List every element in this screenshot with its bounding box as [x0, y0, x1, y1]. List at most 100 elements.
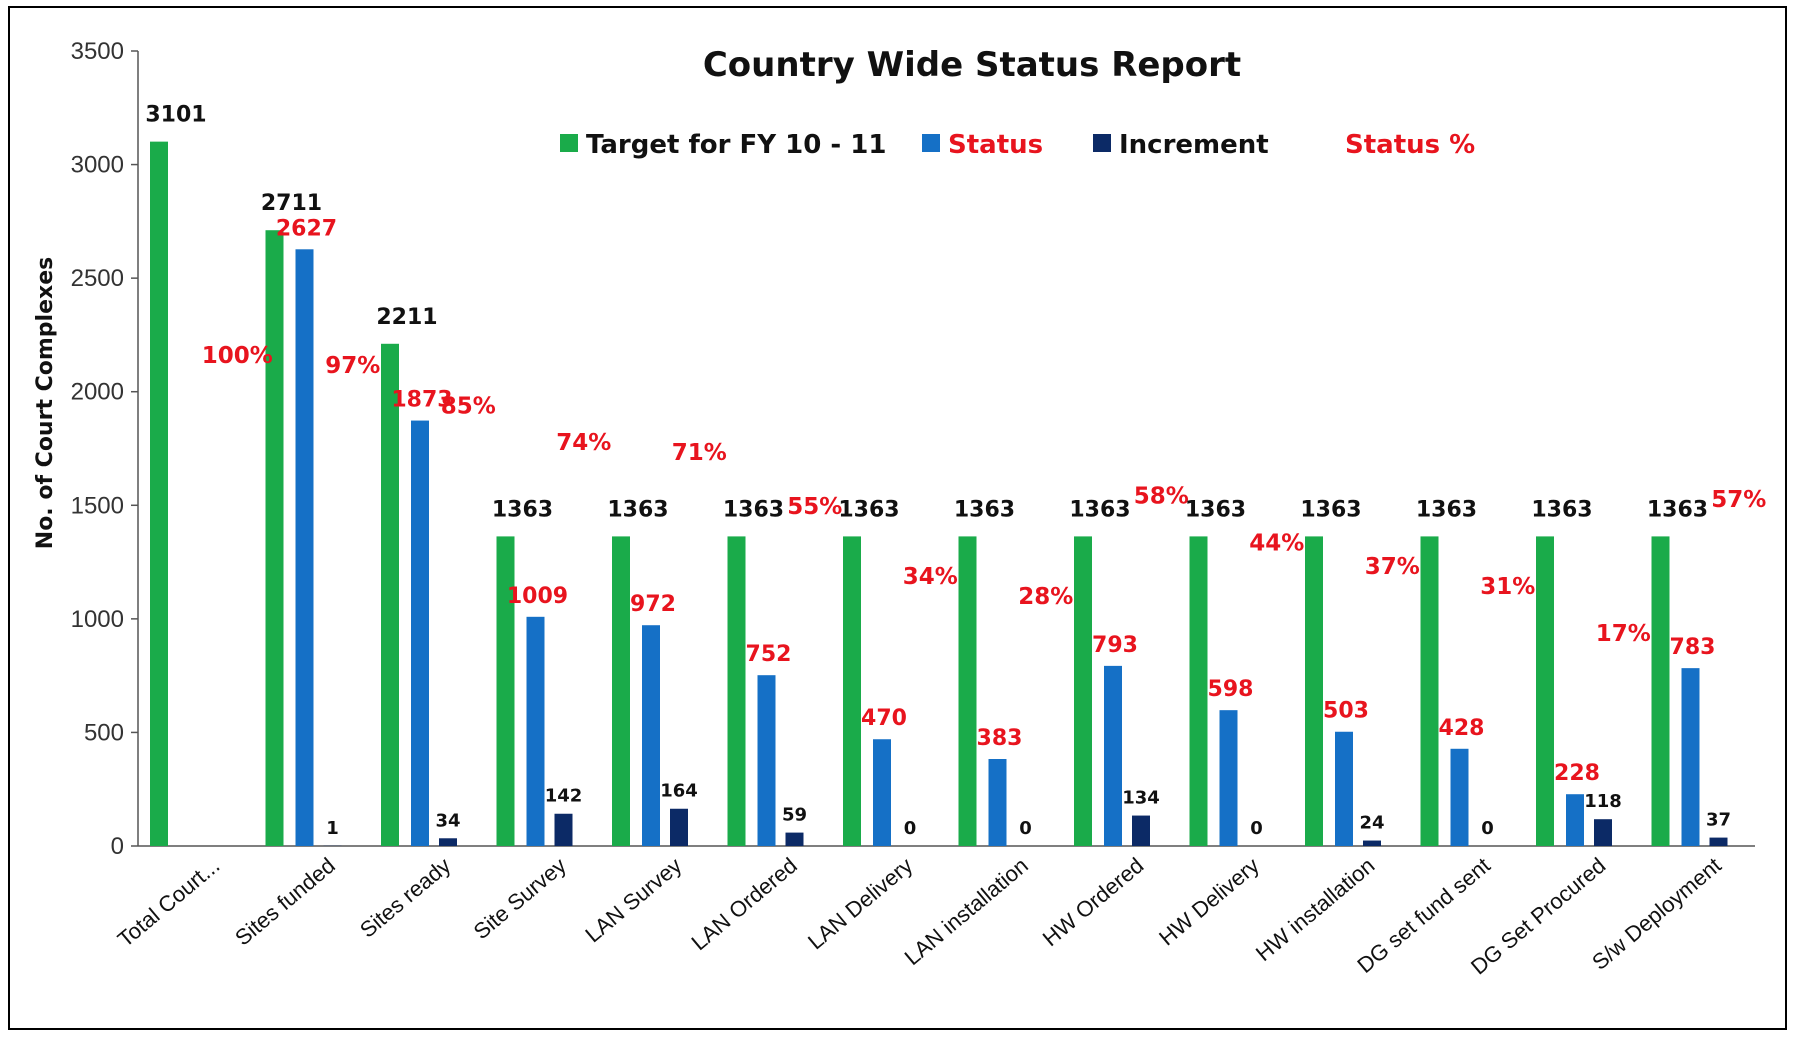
data-label-target: 1363 [1416, 497, 1477, 522]
data-label-increment: 0 [1019, 818, 1032, 839]
bar-target [958, 536, 977, 846]
y-tick-label: 3000 [71, 152, 124, 179]
data-label-target: 1363 [723, 497, 784, 522]
bar-increment [1709, 837, 1728, 846]
data-label-status: 752 [746, 642, 792, 667]
data-label-status-percent: 37% [1365, 554, 1420, 580]
bar-status [1566, 794, 1584, 846]
legend-entry: Status [948, 130, 1043, 160]
data-label-target: 1363 [954, 497, 1015, 522]
legend-entry: Status % [1345, 130, 1475, 160]
bar-target [1536, 536, 1554, 846]
y-axis-label: No. of Court Complexes [33, 257, 58, 549]
x-tick-label: Sites ready [355, 853, 455, 943]
data-label-target: 1363 [492, 497, 553, 522]
y-tick-label: 500 [84, 719, 124, 746]
bar-status [642, 625, 660, 846]
bar-target [1420, 536, 1439, 846]
legend-entry: Target for FY 10 - 11 [586, 130, 886, 160]
y-tick-label: 2000 [71, 379, 124, 406]
bar-status [1681, 668, 1700, 846]
data-label-increment: 34 [435, 810, 460, 831]
legend: Target for FY 10 - 11 Status Increment Stat… [560, 130, 1475, 160]
bar-target [612, 536, 630, 846]
data-label-status-percent: 55% [787, 494, 842, 520]
bar-status [526, 616, 545, 846]
legend-swatch [922, 134, 940, 152]
data-label-increment: 118 [1584, 791, 1622, 812]
data-label-status-percent: 31% [1480, 574, 1535, 600]
data-label-status-percent: 28% [1018, 584, 1073, 610]
x-tick-label: HW Delivery [1154, 853, 1264, 951]
legend-entry: Increment [1119, 130, 1269, 160]
data-label-status: 793 [1092, 633, 1138, 658]
x-tick-label: HW installation [1251, 853, 1379, 966]
legend-swatch [560, 134, 578, 152]
bar-target [1305, 536, 1323, 846]
x-tick-label: Sites funded [230, 853, 340, 951]
data-label-increment: 1 [326, 818, 339, 839]
bar-increment [439, 838, 457, 846]
data-label-status-percent: 58% [1134, 484, 1189, 510]
data-label-status: 1873 [391, 388, 452, 413]
data-label-status-percent: 17% [1596, 621, 1651, 647]
bars [150, 141, 1728, 847]
data-label-status: 1009 [507, 584, 568, 609]
data-label-target: 2711 [261, 191, 322, 216]
x-tick-label: HW Ordered [1038, 853, 1149, 952]
bar-target [1189, 536, 1208, 846]
data-label-status: 783 [1670, 635, 1716, 660]
data-label-increment: 164 [660, 781, 698, 802]
bar-target [727, 536, 746, 846]
data-label-increment: 134 [1122, 788, 1160, 809]
y-tick-label: 3500 [71, 38, 124, 65]
data-label-status: 383 [977, 726, 1023, 751]
data-label-increment: 0 [1481, 818, 1494, 839]
data-label-increment: 24 [1359, 813, 1384, 834]
data-label-increment: 0 [1250, 818, 1263, 839]
bar-target [265, 230, 284, 847]
legend-swatch [1093, 134, 1111, 152]
data-label-target: 1363 [1300, 497, 1361, 522]
x-tick-label: Site Survey [469, 853, 571, 944]
data-label-status: 428 [1439, 716, 1485, 741]
bar-target [150, 141, 168, 846]
y-tick-label: 0 [111, 833, 124, 860]
bar-increment [1132, 815, 1150, 846]
data-label-status: 972 [630, 592, 676, 617]
bar-status [295, 249, 314, 846]
x-tick-label: LAN Delivery [803, 853, 917, 955]
data-label-status: 470 [861, 706, 907, 731]
data-label-target: 1363 [838, 497, 899, 522]
data-label-status-percent: 74% [556, 430, 611, 456]
bar-target [1651, 536, 1670, 846]
data-label-status: 503 [1323, 699, 1369, 724]
bar-increment [1594, 819, 1612, 846]
bar-increment [554, 813, 573, 846]
bar-status [411, 420, 429, 846]
y-tick-label: 1000 [71, 606, 124, 633]
bar-status [1450, 748, 1469, 846]
data-label-increment: 59 [782, 805, 807, 826]
x-tick-label: Total Court... [113, 853, 225, 952]
bar-target [381, 343, 399, 846]
bar-increment [1363, 840, 1381, 846]
chart-title: Country Wide Status Report [703, 45, 1241, 85]
bar-target [1074, 536, 1092, 846]
chart-frame: Country Wide Status Report No. of Court … [8, 6, 1787, 1030]
data-label-status: 228 [1554, 761, 1600, 786]
y-tick-label: 2500 [71, 265, 124, 292]
data-label-target: 1363 [1185, 497, 1246, 522]
data-label-status-percent: 85% [441, 393, 496, 419]
data-label-status-percent: 57% [1711, 487, 1766, 513]
data-label-status: 598 [1208, 677, 1254, 702]
bar-status [988, 759, 1007, 846]
data-label-status-percent: 34% [903, 564, 958, 590]
data-label-status: 2627 [276, 216, 337, 241]
x-tick-label: LAN installation [900, 853, 1033, 970]
bar-increment [785, 832, 804, 846]
bar-status [1335, 731, 1353, 846]
bar-chart: Country Wide Status Report No. of Court … [33, 38, 1766, 980]
data-label-status-percent: 44% [1249, 531, 1304, 557]
